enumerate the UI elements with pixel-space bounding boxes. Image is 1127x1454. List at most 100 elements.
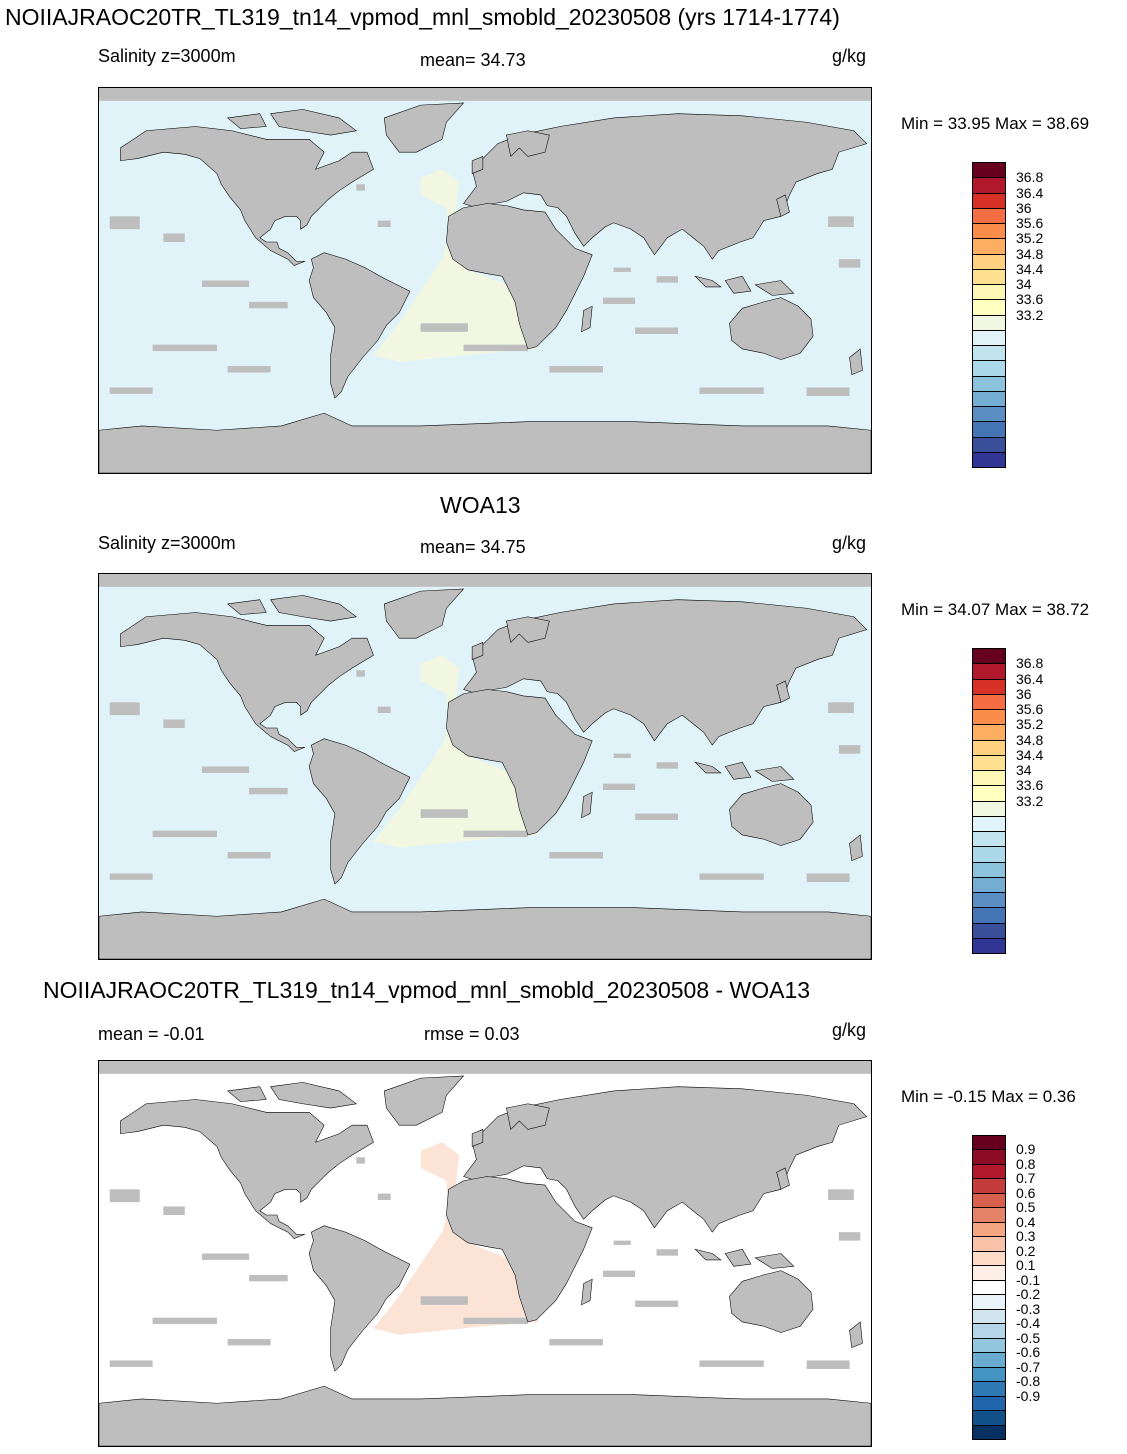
colorbar-label: 36.8 (1016, 169, 1044, 186)
colorbar-swatch (972, 1279, 1006, 1296)
panel-1-colorbar: 36.8 36.4 36 35.6 35.2 34.8 34.4 34 33.6 33.2 (972, 162, 1043, 468)
colorbar-swatch (972, 314, 1006, 331)
masked-cell (109, 1360, 153, 1367)
atlantic-anomaly-region (373, 1142, 539, 1335)
land-mass (506, 1104, 549, 1130)
colorbar-label: 0.2 (1016, 1242, 1036, 1259)
land-mass (725, 762, 751, 779)
masked-cell (109, 216, 140, 230)
land-mass (777, 1168, 790, 1189)
land-mass (384, 103, 463, 152)
colorbar-swatch (972, 892, 1006, 909)
colorbar-swatch (972, 724, 1006, 741)
masked-cell (549, 1339, 603, 1346)
masked-cell (838, 1232, 861, 1241)
panel-1-map (98, 87, 872, 474)
colorbar-swatch (972, 1236, 1006, 1252)
panel-1-title: NOIIAJRAOC20TR_TL319_tn14_vpmod_mnl_smob… (5, 4, 840, 30)
land-mass (228, 1087, 267, 1102)
colorbar-label: 36 (1016, 685, 1032, 702)
colorbar-label: 33.6 (1016, 291, 1044, 308)
land-mass (755, 767, 794, 782)
colorbar-swatch (972, 907, 1006, 924)
land-mass (271, 595, 357, 621)
land-mass (850, 349, 863, 375)
arctic-mask (99, 1061, 871, 1074)
land-mass (384, 589, 463, 638)
colorbar-label: 0.8 (1016, 1155, 1036, 1172)
land-mass (506, 617, 549, 643)
panel-1-minmax-label: Min = 33.95 Max = 38.69 (901, 114, 1090, 133)
colorbar-label: 35.2 (1016, 230, 1044, 247)
masked-cell (227, 366, 271, 373)
colorbar-swatch (972, 937, 1006, 954)
colorbar-swatch (972, 846, 1006, 863)
colorbar-label: 0.3 (1016, 1228, 1036, 1245)
panel-3-unit-label: g/kg (832, 1020, 867, 1040)
panel-2-minmax-label: Min = 34.07 Max = 38.72 (901, 600, 1090, 619)
colorbar-swatch (972, 678, 1006, 695)
land-mass (309, 739, 410, 884)
colorbar-swatch (972, 1352, 1006, 1368)
colorbar-swatch (972, 329, 1006, 346)
colorbar-swatch (972, 1424, 1006, 1440)
colorbar-swatch (972, 1250, 1006, 1267)
colorbar-swatch (972, 1221, 1006, 1238)
masked-cell (656, 1249, 678, 1256)
panel-2-variable-label: Salinity z=3000m (98, 533, 236, 553)
colorbar-swatch (972, 238, 1006, 255)
masked-cell (356, 184, 365, 191)
colorbar-swatch (972, 406, 1006, 423)
land-mass (120, 613, 373, 752)
land-mass (120, 1100, 373, 1239)
colorbar-swatch (972, 663, 1006, 680)
colorbar-label: 34.4 (1016, 260, 1044, 277)
land-mass (582, 792, 593, 818)
panel-2-mean-label: mean= 34.75 (420, 537, 526, 557)
panel-3-colorbar: 0.9 0.8 0.7 0.6 0.5 0.4 0.3 0.2 0.1 -0.1 -0.2 -0.3-… (972, 1135, 1040, 1440)
masked-cell (109, 702, 140, 716)
colorbar-label: 34.4 (1016, 746, 1044, 763)
panel-1-mean-label: mean= 34.73 (420, 50, 526, 70)
masked-cell (602, 297, 636, 305)
masked-cell (249, 1274, 288, 1282)
colorbar-label: 35.6 (1016, 701, 1044, 717)
colorbar-label: 0.4 (1016, 1213, 1036, 1230)
colorbar-swatch (972, 192, 1006, 209)
land-mass (271, 109, 357, 135)
colorbar-swatch (972, 253, 1006, 270)
panel-2-unit-label: g/kg (832, 533, 867, 553)
colorbar-swatch (972, 770, 1006, 787)
colorbar-label: 0.5 (1016, 1199, 1036, 1216)
land-mass (729, 1271, 813, 1333)
colorbar-swatch (972, 1323, 1006, 1339)
panel-2-colorbar: 36.8 36.4 36 35.6 35.2 34.8 34.4 34 33.6 33.2 (972, 648, 1043, 954)
land-mass (99, 899, 871, 959)
masked-cell (227, 852, 271, 859)
masked-cell (377, 1193, 391, 1201)
colorbar-swatch (972, 693, 1006, 710)
masked-cell (828, 216, 854, 228)
colorbar-swatch (972, 451, 1006, 468)
colorbar-swatch (972, 739, 1006, 756)
colorbar-label: -0.6 (1016, 1344, 1041, 1361)
masked-cell (613, 267, 631, 272)
land-mass (725, 276, 751, 293)
masked-cell (613, 1240, 631, 1245)
masked-cell (699, 873, 764, 880)
masked-cell (806, 1360, 850, 1369)
land-mass (464, 114, 867, 259)
colorbar-swatch (972, 162, 1006, 179)
colorbar-swatch (972, 299, 1006, 316)
masked-cell (635, 1300, 678, 1307)
colorbar-label: -0.2 (1016, 1286, 1041, 1303)
masked-cell (635, 327, 678, 334)
masked-cell (163, 233, 185, 242)
colorbar-swatch (972, 1149, 1006, 1165)
masked-cell (152, 344, 217, 352)
land-mass (582, 1279, 593, 1305)
colorbar-swatch (972, 709, 1006, 726)
land-mass (506, 131, 549, 157)
colorbar-swatch (972, 1381, 1006, 1397)
colorbar-swatch (972, 1192, 1006, 1209)
